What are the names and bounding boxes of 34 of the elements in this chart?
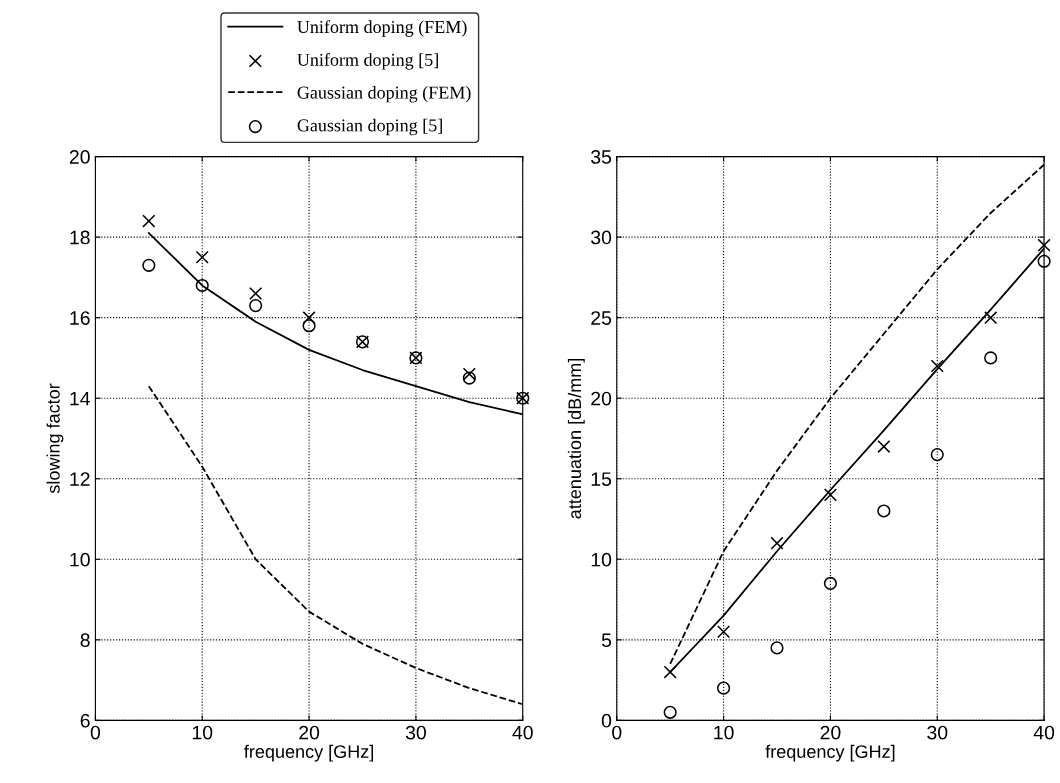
y-tick-label: 14 xyxy=(70,391,90,406)
y-tick-label: 12 xyxy=(70,472,90,486)
y-tick-label: 15 xyxy=(591,472,612,486)
x-tick-label: 10 xyxy=(192,725,213,740)
x-tick-label: 40 xyxy=(1033,725,1055,740)
y-tick-label: 5 xyxy=(601,633,612,648)
y-tick-label: 18 xyxy=(70,230,90,245)
x-tick-label: 20 xyxy=(820,725,841,740)
legend-label: Uniform doping [5] xyxy=(297,53,438,70)
y-tick-label: 10 xyxy=(591,552,612,567)
y-tick-label: 10 xyxy=(70,552,90,567)
x-tick-label: 20 xyxy=(299,725,320,740)
x-tick-label: 40 xyxy=(512,725,533,740)
y-tick-label: 20 xyxy=(591,391,612,406)
y-tick-label: 8 xyxy=(80,633,90,648)
x-tick-label: 30 xyxy=(405,725,426,740)
legend-label: Gaussian doping [5] xyxy=(297,118,442,136)
y-tick-label: 0 xyxy=(601,713,612,728)
x-tick-label: 0 xyxy=(612,725,622,740)
y-axis-title: slowing factor xyxy=(46,383,64,494)
legend-label: Gaussian doping (FEM) xyxy=(297,85,471,103)
legend-label: Uniform doping (FEM) xyxy=(297,20,467,37)
x-tick-label: 10 xyxy=(714,725,734,740)
x-axis-title: frequency [GHz] xyxy=(244,744,374,762)
y-tick-label: 35 xyxy=(591,150,612,164)
x-tick-label: 0 xyxy=(90,725,101,740)
y-axis-title: attenuation [dB/mm] xyxy=(567,358,585,519)
y-tick-label: 20 xyxy=(69,150,90,164)
y-tick-label: 16 xyxy=(70,311,90,325)
x-axis-title: frequency [GHz] xyxy=(765,744,895,762)
y-tick-label: 6 xyxy=(80,713,90,728)
y-tick-label: 30 xyxy=(591,230,612,245)
y-tick-label: 25 xyxy=(591,311,612,325)
x-tick-label: 30 xyxy=(927,725,948,740)
